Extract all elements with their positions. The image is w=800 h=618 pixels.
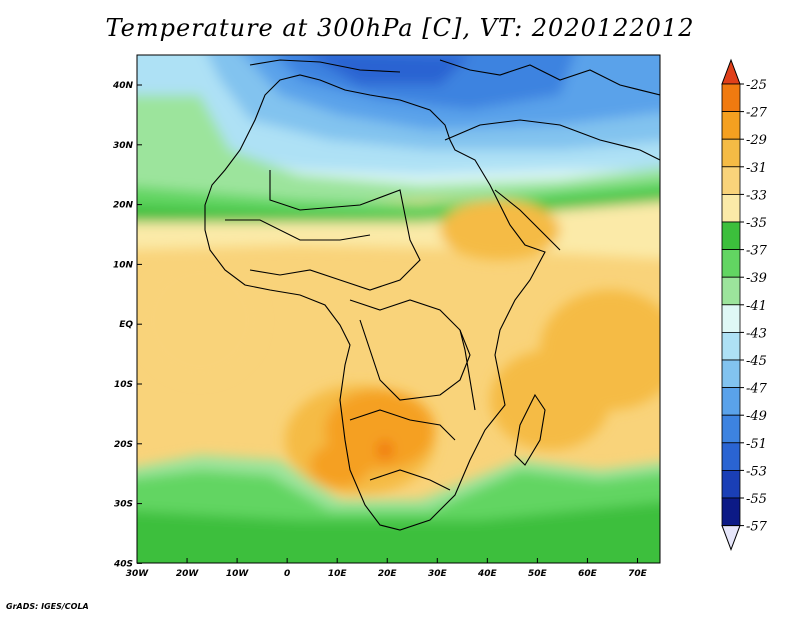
colorbar-label: -53 bbox=[746, 464, 767, 479]
y-axis: 40N 30N 20N 10N EQ 10S 20S 30S 40S bbox=[112, 81, 142, 569]
colorbar-segment bbox=[721, 442, 741, 471]
colorbar-segment bbox=[721, 249, 741, 278]
colorbar-label: -35 bbox=[746, 216, 767, 231]
colorbar-label: -31 bbox=[746, 161, 767, 176]
x-tick-label: 20E bbox=[378, 569, 398, 579]
colorbar-segment bbox=[721, 497, 741, 527]
colorbar-segment bbox=[721, 221, 741, 251]
colorbar-label: -55 bbox=[746, 492, 767, 507]
coastlines bbox=[204, 59, 660, 531]
colorbar-segment bbox=[721, 276, 741, 306]
map-title: Temperature at 300hPa [C], VT: 202012201… bbox=[105, 14, 695, 42]
x-tick-label: 50E bbox=[528, 569, 548, 579]
x-tick-label: 40E bbox=[477, 569, 498, 579]
x-tick-label: 60E bbox=[578, 569, 598, 579]
y-tick-label: 20N bbox=[113, 201, 134, 211]
y-tick-label: 30N bbox=[113, 141, 134, 151]
colorbar-label: -33 bbox=[746, 188, 767, 203]
grads-credit: GrADS: IGES/COLA bbox=[6, 602, 89, 611]
colorbar-bottom-arrow bbox=[721, 525, 741, 552]
y-tick-label: 20S bbox=[114, 440, 133, 450]
colorbar-label: -25 bbox=[746, 78, 767, 93]
x-tick-label: 30E bbox=[428, 569, 448, 579]
colorbar-label: -27 bbox=[746, 106, 768, 121]
colorbar-label: -41 bbox=[746, 299, 767, 314]
x-tick-label: 20W bbox=[176, 569, 200, 579]
colorbar-label: -29 bbox=[746, 133, 767, 148]
colorbar: -25 -27 -29 -31 -33 -35 -37 -39 -41 -43 -45 -47 -49 -… bbox=[721, 58, 768, 552]
colorbar-segment bbox=[721, 414, 741, 444]
colorbar-label: -51 bbox=[746, 437, 767, 452]
colorbar-segment bbox=[721, 111, 741, 140]
colorbar-segment bbox=[721, 304, 741, 333]
x-tick-label: 10W bbox=[226, 569, 250, 579]
y-tick-label: 40N bbox=[112, 81, 134, 91]
colorbar-label: -39 bbox=[746, 271, 767, 286]
colorbar-label: -47 bbox=[746, 382, 768, 397]
colorbar-segment bbox=[721, 83, 741, 113]
colorbar-segment bbox=[721, 193, 741, 223]
colorbar-segment bbox=[721, 166, 741, 195]
colorbar-label: -37 bbox=[746, 244, 768, 259]
map-frame bbox=[136, 54, 661, 564]
y-tick-label: 10N bbox=[113, 260, 134, 270]
colorbar-label: -45 bbox=[746, 354, 767, 369]
colorbar-segment bbox=[721, 331, 741, 361]
x-tick-label: 0 bbox=[284, 569, 290, 579]
temperature-field bbox=[137, 55, 660, 563]
colorbar-label: -57 bbox=[746, 520, 768, 535]
colorbar-top-arrow bbox=[721, 58, 741, 85]
colorbar-segment bbox=[721, 469, 741, 499]
x-tick-label: 10E bbox=[328, 569, 348, 579]
colorbar-label: -49 bbox=[746, 409, 767, 424]
x-axis: 30W 20W 10W 0 10E 20E 30E 40E 50E 60E 70E bbox=[126, 558, 648, 579]
y-tick-label: EQ bbox=[119, 320, 133, 330]
colorbar-segment bbox=[721, 359, 741, 389]
x-tick-label: 30W bbox=[126, 569, 150, 579]
colorbar-label: -43 bbox=[746, 326, 767, 341]
y-tick-label: 10S bbox=[114, 380, 133, 390]
y-tick-label: 40S bbox=[113, 559, 133, 569]
y-tick-label: 30S bbox=[114, 500, 133, 510]
colorbar-segment bbox=[721, 138, 741, 168]
x-tick-label: 70E bbox=[628, 569, 648, 579]
colorbar-segment bbox=[721, 387, 741, 416]
